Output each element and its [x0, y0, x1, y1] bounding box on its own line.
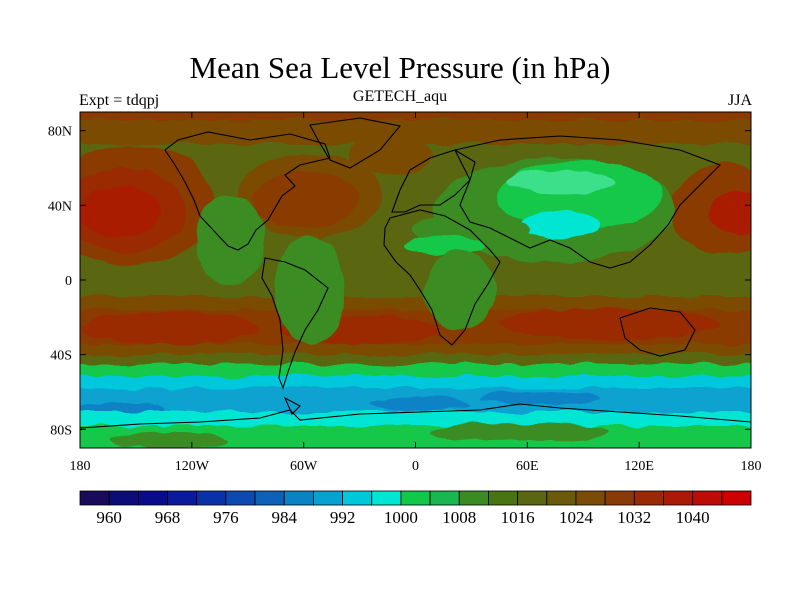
x-tick-label: 120E — [624, 459, 654, 474]
colorbar-swatch — [225, 490, 256, 506]
colorbar: 960 968 976 984 992 1000 1008 1016 1024 1032 1040 — [79, 490, 752, 527]
season-label: JJA — [727, 92, 752, 109]
colorbar-label: 984 — [271, 508, 297, 527]
colorbar-swatch — [692, 490, 723, 506]
colorbar-label: 1000 — [384, 508, 418, 527]
y-tick-label: 80S — [50, 423, 72, 438]
colorbar-label: 1024 — [559, 508, 594, 527]
x-tick-label: 60W — [290, 459, 318, 474]
colorbar-swatch — [342, 490, 373, 506]
colorbar-swatch — [254, 490, 285, 506]
colorbar-swatch — [488, 490, 519, 506]
colorbar-swatch — [167, 490, 198, 506]
colorbar-label: 960 — [96, 508, 122, 527]
colorbar-label: 992 — [330, 508, 356, 527]
colorbar-swatch — [108, 490, 139, 506]
colorbar-swatch — [546, 490, 577, 506]
colorbar-swatch — [721, 490, 752, 506]
colorbar-label: 1008 — [442, 508, 476, 527]
experiment-label: Expt = tdqpj — [79, 92, 160, 109]
plot-subtitle: GETECH_aqu — [352, 88, 448, 105]
pressure-field — [80, 112, 751, 448]
x-tick-label: 0 — [412, 459, 419, 474]
axis-ticks: 180 120W 60W 0 60E 120E 180 80N 40N 0 40S 80S — [48, 112, 762, 474]
colorbar-label: 1040 — [676, 508, 710, 527]
colorbar-swatch — [458, 490, 489, 506]
colorbar-swatch — [137, 490, 168, 506]
colorbar-swatch — [633, 490, 664, 506]
x-tick-label: 180 — [741, 459, 762, 474]
colorbar-label: 1016 — [501, 508, 535, 527]
colorbar-swatch — [400, 490, 431, 506]
colorbar-swatch — [604, 490, 635, 506]
colorbar-swatch — [429, 490, 460, 506]
colorbar-swatch — [575, 490, 606, 506]
colorbar-swatch — [517, 490, 548, 506]
colorbar-swatch — [283, 490, 314, 506]
x-tick-label: 120W — [175, 459, 210, 474]
colorbar-swatch — [312, 490, 343, 506]
colorbar-swatch — [196, 490, 227, 506]
y-tick-label: 80N — [48, 125, 72, 140]
colorbar-swatch — [79, 490, 110, 506]
plot-title: Mean Sea Level Pressure (in hPa) — [189, 50, 611, 85]
x-tick-label: 180 — [70, 459, 91, 474]
x-tick-label: 60E — [516, 459, 539, 474]
y-tick-label: 0 — [65, 274, 72, 289]
coastlines — [80, 117, 751, 429]
colorbar-swatch — [371, 490, 402, 506]
colorbar-swatch — [663, 490, 694, 506]
colorbar-label: 1032 — [617, 508, 651, 527]
y-tick-label: 40S — [50, 349, 72, 364]
colorbar-label: 976 — [213, 508, 239, 527]
y-tick-label: 40N — [48, 199, 72, 214]
colorbar-label: 968 — [155, 508, 181, 527]
